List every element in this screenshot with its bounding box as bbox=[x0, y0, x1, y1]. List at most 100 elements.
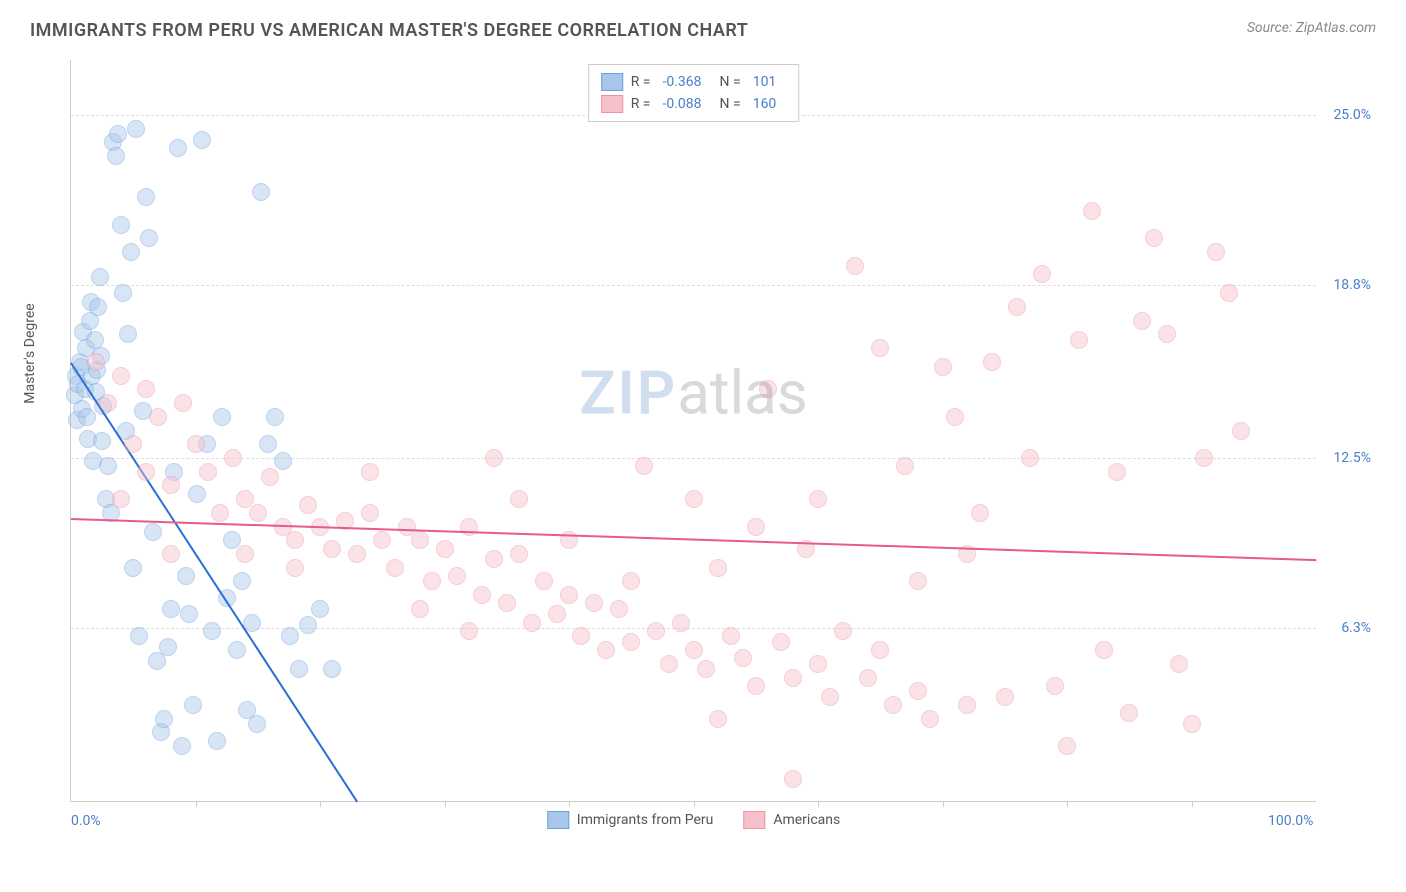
scatter-point bbox=[535, 572, 553, 590]
chart-title: IMMIGRANTS FROM PERU VS AMERICAN MASTER'… bbox=[30, 20, 748, 41]
scatter-point bbox=[155, 710, 173, 728]
scatter-point bbox=[411, 600, 429, 618]
scatter-point bbox=[498, 594, 516, 612]
scatter-point bbox=[130, 627, 148, 645]
scatter-point bbox=[1170, 655, 1188, 673]
scatter-point bbox=[734, 649, 752, 667]
scatter-point bbox=[460, 622, 478, 640]
scatter-point bbox=[772, 633, 790, 651]
scatter-point bbox=[373, 531, 391, 549]
trend-line bbox=[71, 518, 1316, 561]
scatter-point bbox=[958, 696, 976, 714]
scatter-point bbox=[127, 120, 145, 138]
scatter-point bbox=[184, 696, 202, 714]
y-tick-label: 25.0% bbox=[1321, 107, 1371, 123]
scatter-point bbox=[124, 559, 142, 577]
scatter-point bbox=[1145, 229, 1163, 247]
scatter-point bbox=[473, 586, 491, 604]
legend-row: R =-0.088N =160 bbox=[601, 93, 787, 115]
scatter-point bbox=[635, 457, 653, 475]
x-minor-tick bbox=[818, 801, 819, 807]
scatter-point bbox=[274, 452, 292, 470]
scatter-point bbox=[946, 408, 964, 426]
scatter-point bbox=[187, 435, 205, 453]
scatter-point bbox=[228, 641, 246, 659]
scatter-point bbox=[1046, 677, 1064, 695]
scatter-point bbox=[203, 622, 221, 640]
x-minor-tick bbox=[694, 801, 695, 807]
scatter-point bbox=[859, 669, 877, 687]
source-attribution: Source: ZipAtlas.com bbox=[1247, 20, 1376, 36]
scatter-point bbox=[523, 614, 541, 632]
scatter-point bbox=[248, 715, 266, 733]
scatter-point bbox=[93, 432, 111, 450]
scatter-point bbox=[1183, 715, 1201, 733]
scatter-point bbox=[112, 490, 130, 508]
chart-area: Master's Degree ZIPatlas R =-0.368N =101… bbox=[50, 60, 1376, 832]
scatter-point bbox=[86, 331, 104, 349]
scatter-point bbox=[323, 540, 341, 558]
legend-n-label: N = bbox=[720, 74, 741, 90]
scatter-point bbox=[169, 139, 187, 157]
scatter-point bbox=[144, 523, 162, 541]
legend-r-label: R = bbox=[631, 96, 651, 112]
series-legend: Immigrants from Peru Americans bbox=[547, 811, 840, 829]
legend-series-item: Americans bbox=[743, 811, 840, 829]
scatter-point bbox=[436, 540, 454, 558]
scatter-point bbox=[162, 545, 180, 563]
legend-row: R = -0.368 N = 101 bbox=[601, 71, 787, 93]
legend-r-label: R = bbox=[631, 74, 651, 90]
scatter-point bbox=[622, 572, 640, 590]
scatter-point bbox=[448, 567, 466, 585]
legend-n-value: 101 bbox=[753, 74, 777, 90]
scatter-point bbox=[140, 229, 158, 247]
scatter-point bbox=[896, 457, 914, 475]
legend-swatch bbox=[601, 95, 623, 113]
scatter-point bbox=[809, 490, 827, 508]
scatter-point bbox=[660, 655, 678, 673]
scatter-point bbox=[208, 732, 226, 750]
x-tick-label: 0.0% bbox=[71, 813, 101, 829]
scatter-point bbox=[647, 622, 665, 640]
scatter-point bbox=[361, 504, 379, 522]
scatter-point bbox=[1108, 463, 1126, 481]
legend-series-name: Americans bbox=[773, 812, 840, 828]
scatter-point bbox=[107, 147, 125, 165]
scatter-point bbox=[361, 463, 379, 481]
scatter-point bbox=[299, 616, 317, 634]
legend-series-name: Immigrants from Peru bbox=[577, 812, 714, 828]
scatter-point bbox=[685, 641, 703, 659]
y-tick-label: 18.8% bbox=[1321, 277, 1371, 293]
scatter-point bbox=[485, 449, 503, 467]
scatter-point bbox=[709, 559, 727, 577]
scatter-point bbox=[672, 614, 690, 632]
scatter-point bbox=[572, 627, 590, 645]
scatter-point bbox=[162, 600, 180, 618]
scatter-point bbox=[159, 638, 177, 656]
legend-r-value: -0.088 bbox=[662, 96, 701, 112]
x-minor-tick bbox=[569, 801, 570, 807]
legend-r-value: -0.368 bbox=[662, 74, 701, 90]
scatter-point bbox=[348, 545, 366, 563]
scatter-point bbox=[299, 496, 317, 514]
scatter-point bbox=[1220, 284, 1238, 302]
scatter-point bbox=[286, 531, 304, 549]
scatter-point bbox=[934, 358, 952, 376]
legend-series-item: Immigrants from Peru bbox=[547, 811, 714, 829]
scatter-point bbox=[411, 531, 429, 549]
scatter-point bbox=[261, 468, 279, 486]
scatter-point bbox=[510, 545, 528, 563]
scatter-point bbox=[112, 367, 130, 385]
scatter-point bbox=[784, 669, 802, 687]
scatter-point bbox=[114, 284, 132, 302]
scatter-point bbox=[281, 627, 299, 645]
scatter-point bbox=[983, 353, 1001, 371]
scatter-point bbox=[1158, 325, 1176, 343]
scatter-point bbox=[1207, 243, 1225, 261]
scatter-point bbox=[233, 572, 251, 590]
scatter-point bbox=[1021, 449, 1039, 467]
y-tick-label: 12.5% bbox=[1321, 450, 1371, 466]
x-minor-tick bbox=[320, 801, 321, 807]
x-minor-tick bbox=[445, 801, 446, 807]
scatter-point bbox=[548, 605, 566, 623]
